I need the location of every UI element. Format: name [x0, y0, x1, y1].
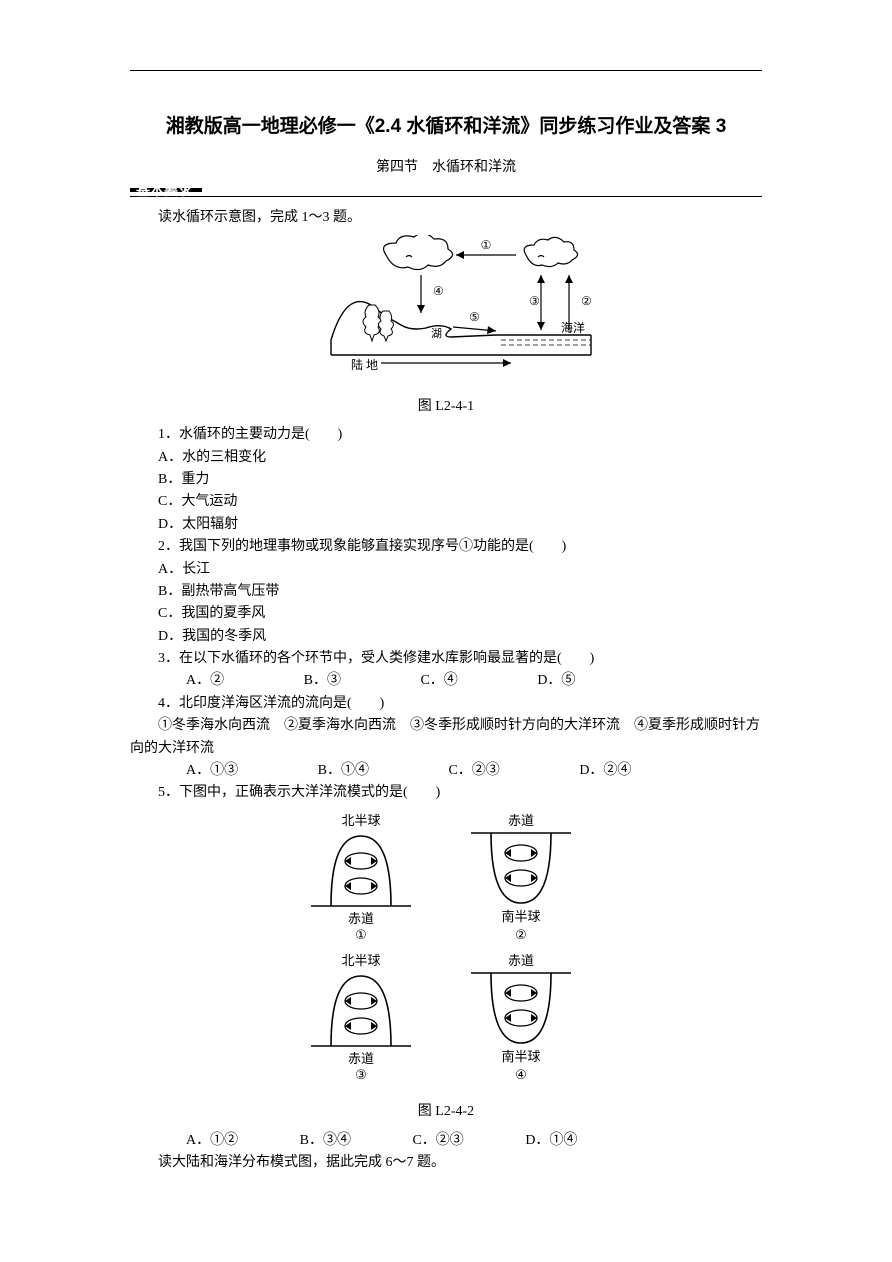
doc-subtitle: 第四节 水循环和洋流 [130, 156, 762, 176]
fig2-p2-top: 赤道 [508, 813, 534, 828]
section-badge-row: 基本要求 [130, 188, 762, 197]
q4-options: A．①③ B．①④ C．②③ D．②④ [130, 760, 762, 782]
q4-stem: 4．北印度洋海区洋流的流向是( ) [130, 693, 762, 715]
q5-opt-d: D．①④ [497, 1130, 577, 1152]
fig2-p2-bottom: 南半球 [501, 909, 540, 924]
fig1-land-label: 陆 地 [351, 357, 378, 372]
fig1-num-4: ④ [433, 284, 444, 298]
intro-1: 读水循环示意图，完成 1～3 题。 [130, 207, 762, 229]
q4-body: ①冬季海水向西流 ②夏季海水向西流 ③冬季形成顺时针方向的大洋环流 ④夏季形成顺… [130, 715, 762, 760]
fig1-lake-label: 湖 [431, 327, 442, 340]
q2-stem: 2．我国下列的地理事物或现象能够直接实现序号①功能的是( ) [130, 536, 762, 558]
q4-opt-b: B．①④ [290, 760, 369, 782]
doc-title: 湘教版高一地理必修一《2.4 水循环和洋流》同步练习作业及答案 3 [130, 111, 762, 138]
q4-opt-d: D．②④ [551, 760, 631, 782]
fig1-num-3: ③ [529, 294, 540, 308]
figure-1: ① ② ③ ④ ⑤ [130, 235, 762, 393]
figure-2-caption: 图 L2-4-2 [130, 1101, 762, 1123]
section-badge: 基本要求 [130, 188, 202, 192]
q1-opt-d: D．太阳辐射 [130, 514, 762, 536]
q3-stem: 3．在以下水循环的各个环节中，受人类修建水库影响最显著的是( ) [130, 648, 762, 670]
q1-opt-c: C．大气运动 [130, 491, 762, 513]
figure-2: 北半球 赤道 ① 赤道 [130, 811, 762, 1099]
fig2-p1-bottom: 赤道 [348, 911, 374, 926]
fig2-p4-top: 赤道 [508, 953, 534, 968]
fig1-num-5: ⑤ [469, 310, 480, 324]
q2-opt-c: C．我国的夏季风 [130, 603, 762, 625]
q5-stem: 5．下图中，正确表示大洋洋流模式的是( ) [130, 782, 762, 804]
fig1-num-1: ① [481, 238, 492, 252]
fig2-p3-bottom: 赤道 [348, 1051, 374, 1066]
q4-opt-a: A．①③ [158, 760, 238, 782]
fig2-p4-num: ④ [515, 1067, 527, 1082]
q3-opt-c: C．④ [392, 670, 457, 692]
fig1-sea-label: 海洋 [561, 320, 585, 335]
fig2-p1-num: ① [355, 927, 367, 942]
fig2-p3-top: 北半球 [341, 953, 380, 968]
fig2-p2-num: ② [515, 927, 527, 942]
q5-opt-c: C．②③ [384, 1130, 463, 1152]
fig1-num-2: ② [581, 294, 592, 308]
q3-opt-d: D．⑤ [509, 670, 575, 692]
q1-opt-b: B．重力 [130, 469, 762, 491]
q2-opt-b: B．副热带高气压带 [130, 581, 762, 603]
q4-opt-c: C．②③ [420, 760, 499, 782]
q1-opt-a: A．水的三相变化 [130, 447, 762, 469]
q3-opt-a: A．② [158, 670, 224, 692]
intro-2: 读大陆和海洋分布模式图，据此完成 6～7 题。 [130, 1152, 762, 1174]
q5-opt-b: B．③④ [272, 1130, 351, 1152]
q1-stem: 1．水循环的主要动力是( ) [130, 424, 762, 446]
figure-1-caption: 图 L2-4-1 [130, 396, 762, 418]
q3-options: A．② B．③ C．④ D．⑤ [130, 670, 762, 692]
q2-opt-a: A．长江 [130, 559, 762, 581]
header-rule [130, 70, 762, 71]
fig2-p1-top: 北半球 [341, 813, 380, 828]
fig2-p4-bottom: 南半球 [501, 1049, 540, 1064]
q3-opt-b: B．③ [276, 670, 341, 692]
fig2-p3-num: ③ [355, 1067, 367, 1082]
q5-options: A．①② B．③④ C．②③ D．①④ [130, 1130, 762, 1152]
q5-opt-a: A．①② [158, 1130, 238, 1152]
q2-opt-d: D．我国的冬季风 [130, 626, 762, 648]
